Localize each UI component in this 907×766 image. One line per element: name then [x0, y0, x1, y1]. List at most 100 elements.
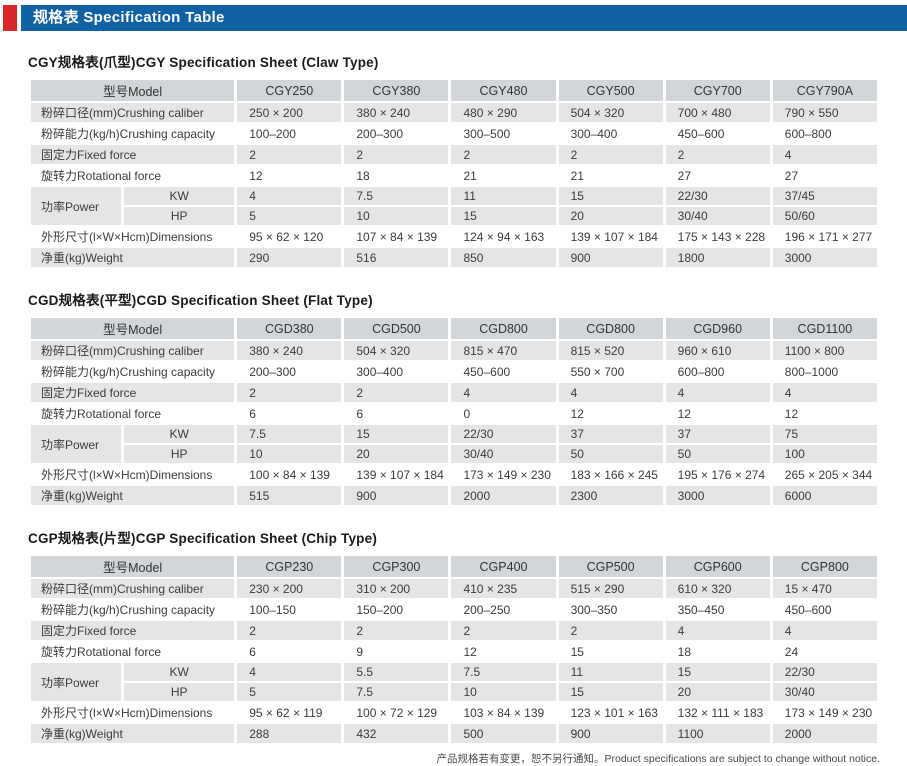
model-header-cell: CGY790A: [772, 80, 877, 101]
row-label-cell: 粉碎口径(mm)Crushing caliber: [31, 103, 235, 122]
value-cell: 6: [344, 404, 449, 423]
value-cell: 200–250: [451, 600, 556, 619]
value-cell: 4: [451, 383, 556, 402]
model-header-cell: CGD500: [344, 318, 449, 339]
value-cell: 450–600: [772, 600, 877, 619]
model-header-cell: CGY250: [237, 80, 342, 101]
value-cell: 30/40: [665, 207, 770, 225]
table-row: 净重(kg)Weight 290 516 850 900 1800 3000: [31, 248, 877, 267]
value-cell: 195 × 176 × 274: [665, 465, 770, 484]
model-column-header-cell: 型号Model: [31, 318, 235, 339]
value-cell: 300–400: [344, 362, 449, 381]
value-cell: 380 × 240: [344, 103, 449, 122]
value-cell: 2: [344, 621, 449, 640]
value-cell: 196 × 171 × 277: [772, 227, 877, 246]
value-cell: 815 × 470: [451, 341, 556, 360]
value-cell: 22/30: [772, 663, 877, 681]
value-cell: 2: [237, 621, 342, 640]
value-cell: 4: [772, 145, 877, 164]
value-cell: 24: [772, 642, 877, 661]
blue-title-bar: 规格表 Specification Table: [21, 5, 907, 31]
value-cell: 230 × 200: [237, 579, 342, 598]
value-cell: 100 × 84 × 139: [237, 465, 342, 484]
model-header-cell: CGP230: [237, 556, 342, 577]
row-label-cell: 功率Power: [31, 425, 122, 463]
table-row: 净重(kg)Weight 515 900 2000 2300 3000 6000: [31, 486, 877, 505]
value-cell: 10: [451, 683, 556, 701]
table-row: HP 5 10 15 20 30/40 50/60: [31, 207, 877, 225]
value-cell: 20: [665, 683, 770, 701]
model-header-cell: CGD1100: [772, 318, 877, 339]
model-header-cell: CGD380: [237, 318, 342, 339]
value-cell: 150–200: [344, 600, 449, 619]
power-unit-cell: HP: [124, 445, 235, 463]
value-cell: 12: [772, 404, 877, 423]
value-cell: 95 × 62 × 119: [237, 703, 342, 722]
row-label-cell: 固定力Fixed force: [31, 383, 235, 402]
value-cell: 37: [665, 425, 770, 443]
value-cell: 450–600: [451, 362, 556, 381]
cgd-spec-table: 型号Model CGD380 CGD500 CGD800 CGD800 CGD960 CGD…: [28, 316, 880, 507]
value-cell: 21: [451, 166, 556, 185]
value-cell: 4: [665, 621, 770, 640]
value-cell: 450–600: [665, 124, 770, 143]
value-cell: 12: [558, 404, 663, 423]
value-cell: 50: [665, 445, 770, 463]
row-label-cell: 粉碎能力(kg/h)Crushing capacity: [31, 124, 235, 143]
value-cell: 12: [451, 642, 556, 661]
model-header-cell: CGY500: [558, 80, 663, 101]
page-header-bar: 规格表 Specification Table: [0, 5, 907, 31]
table-row: 净重(kg)Weight 288 432 500 900 1100 2000: [31, 724, 877, 743]
value-cell: 2000: [772, 724, 877, 743]
value-cell: 30/40: [772, 683, 877, 701]
value-cell: 5.5: [344, 663, 449, 681]
model-header-cell: CGY480: [451, 80, 556, 101]
table-row: 粉碎能力(kg/h)Crushing capacity 200–300 300–40…: [31, 362, 877, 381]
value-cell: 2: [558, 145, 663, 164]
table-row: 粉碎口径(mm)Crushing caliber 230 × 200 310 × 2…: [31, 579, 877, 598]
value-cell: 20: [558, 207, 663, 225]
spec-section-cgd: CGD规格表(平型)CGD Specification Sheet (Flat …: [28, 289, 880, 507]
value-cell: 2: [237, 145, 342, 164]
table-row: 外形尺寸(l×W×Hcm)Dimensions 100 × 84 × 139 139…: [31, 465, 877, 484]
model-column-header-cell: 型号Model: [31, 556, 235, 577]
power-unit-cell: HP: [124, 683, 235, 701]
value-cell: 173 × 149 × 230: [451, 465, 556, 484]
value-cell: 27: [772, 166, 877, 185]
table-row: 粉碎口径(mm)Crushing caliber 250 × 200 380 × 2…: [31, 103, 877, 122]
row-label-cell: 净重(kg)Weight: [31, 248, 235, 267]
value-cell: 100–150: [237, 600, 342, 619]
row-label-cell: 粉碎口径(mm)Crushing caliber: [31, 341, 235, 360]
value-cell: 18: [344, 166, 449, 185]
value-cell: 175 × 143 × 228: [665, 227, 770, 246]
model-header-cell: CGD960: [665, 318, 770, 339]
value-cell: 265 × 205 × 344: [772, 465, 877, 484]
section-title-cgd: CGD规格表(平型)CGD Specification Sheet (Flat …: [28, 293, 373, 308]
value-cell: 200–300: [344, 124, 449, 143]
value-cell: 300–400: [558, 124, 663, 143]
model-header-row: 型号Model CGD380 CGD500 CGD800 CGD800 CGD960 CGD…: [31, 318, 877, 339]
table-row: 外形尺寸(l×W×Hcm)Dimensions 95 × 62 × 120 107 …: [31, 227, 877, 246]
value-cell: 515: [237, 486, 342, 505]
value-cell: 12: [665, 404, 770, 423]
model-header-cell: CGP800: [772, 556, 877, 577]
value-cell: 850: [451, 248, 556, 267]
value-cell: 100 × 72 × 129: [344, 703, 449, 722]
value-cell: 4: [558, 383, 663, 402]
value-cell: 95 × 62 × 120: [237, 227, 342, 246]
value-cell: 20: [344, 445, 449, 463]
value-cell: 2: [344, 383, 449, 402]
value-cell: 290: [237, 248, 342, 267]
value-cell: 6: [237, 404, 342, 423]
value-cell: 18: [665, 642, 770, 661]
value-cell: 500: [451, 724, 556, 743]
footer-note: 产品规格若有变更，恕不另行通知。Product specifications a…: [436, 753, 881, 765]
value-cell: 15: [451, 207, 556, 225]
value-cell: 21: [558, 166, 663, 185]
value-cell: 200–300: [237, 362, 342, 381]
value-cell: 50: [558, 445, 663, 463]
model-header-row: 型号Model CGP230 CGP300 CGP400 CGP500 CGP600 CGP…: [31, 556, 877, 577]
value-cell: 600–800: [665, 362, 770, 381]
value-cell: 4: [237, 187, 342, 205]
table-row: 粉碎能力(kg/h)Crushing capacity 100–200 200–30…: [31, 124, 877, 143]
